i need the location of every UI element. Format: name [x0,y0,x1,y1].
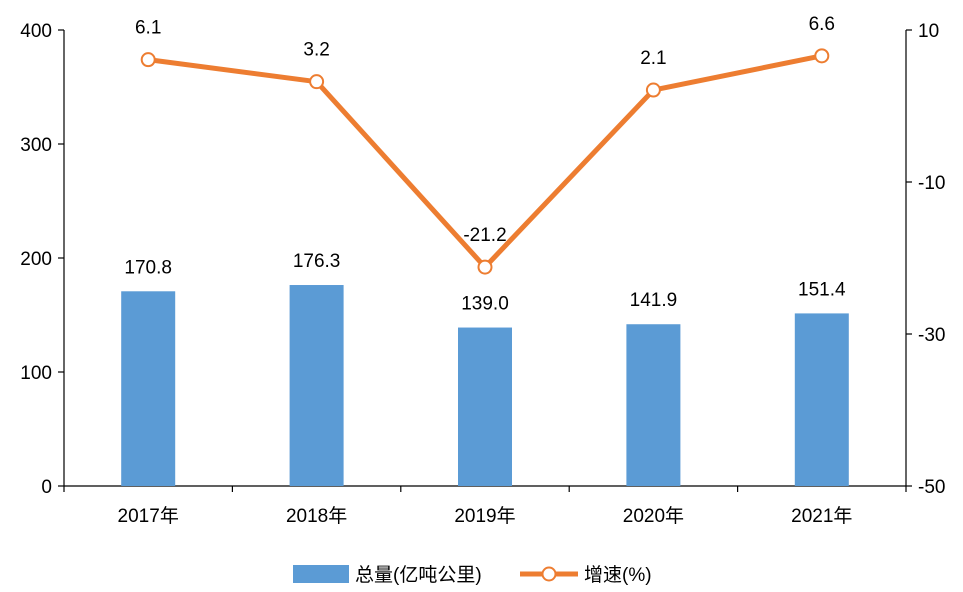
growth-value-label: 6.6 [809,14,835,35]
x-tick-label: 2021年 [791,505,852,527]
left-tick-label: 100 [20,363,52,384]
legend: 总量(亿吨公里) 增速(%) [293,564,652,586]
right-tick-label: 10 [918,21,939,42]
bar [121,291,176,486]
bar [626,324,681,486]
bar-value-label: 151.4 [798,279,846,300]
bar-value-label: 139.0 [461,294,509,315]
growth-value-label: 6.1 [135,18,161,39]
legend-line-label: 增速(%) [584,564,652,586]
growth-point [309,74,325,90]
left-tick-label: 200 [20,249,52,270]
growth-value-label: -21.2 [463,225,506,246]
bar [458,327,512,486]
legend-line-marker [541,566,557,582]
data-labels: 170.8 176.3 139.0 141.9 151.4 6.1 3.2 -21.2 2.1 6… [124,14,846,315]
legend-bar-label: 总量(亿吨公里) [355,564,482,586]
right-tick-label: -50 [918,477,945,498]
legend-bar-swatch [293,565,349,583]
growth-point [814,48,830,64]
left-tick-label: 300 [20,135,52,156]
left-tick-label: 400 [20,21,52,42]
growth-value-label: 2.1 [640,48,666,69]
x-tick-label: 2020年 [623,505,684,527]
growth-point [140,52,156,68]
growth-point [645,82,661,98]
bar [794,313,849,486]
left-tick-label: 0 [41,477,52,498]
x-tick-label: 2019年 [454,505,515,527]
growth-line [140,48,830,275]
right-tick-label: -10 [918,173,945,194]
bar-value-label: 170.8 [124,257,172,278]
bar-value-label: 176.3 [293,251,341,272]
bar-value-label: 141.9 [630,290,678,311]
growth-point [477,259,493,275]
x-tick-label: 2018年 [286,505,347,527]
bars [121,285,849,486]
growth-value-label: 3.2 [303,40,329,61]
bar [289,285,344,486]
x-tick-label: 2017年 [118,505,179,527]
right-tick-label: -30 [918,325,945,346]
axes: 0 100 200 300 400 -50 -30 -10 10 2017年 2018年 2019年 2… [20,21,945,527]
